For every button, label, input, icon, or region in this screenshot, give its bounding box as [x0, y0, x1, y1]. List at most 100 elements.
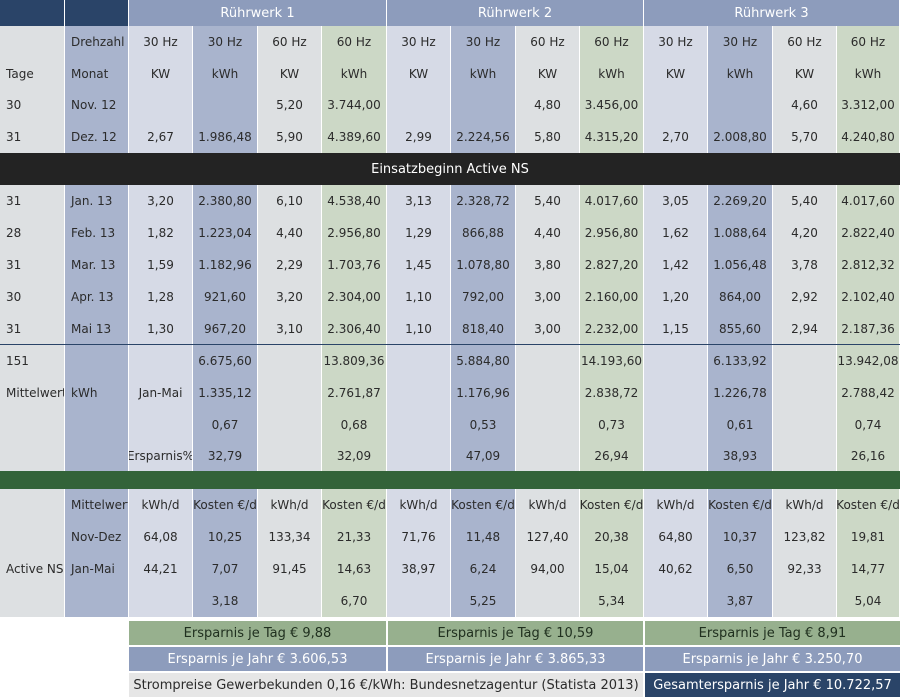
table-row: Tage Monat KW kWh KW kWh KW kWh KW kWh KW kWh KW kWh: [0, 58, 900, 90]
table-cell: 5,34: [580, 585, 643, 617]
savings-per-day-1: Ersparnis je Tag € 9,88: [129, 621, 386, 645]
table-cell: 5,70: [773, 121, 836, 153]
table-cell: 31: [0, 313, 64, 345]
table-cell: 3,05: [644, 185, 707, 217]
table-cell: 5,04: [837, 585, 899, 617]
table-cell: 4.315,20: [580, 121, 643, 153]
table-cell: Drehzahl: [65, 26, 128, 58]
table-cell: 6,10: [258, 185, 321, 217]
table-cell: 1,42: [644, 249, 707, 281]
table-cell: 30: [0, 281, 64, 313]
table-cell: 10,25: [193, 521, 257, 553]
table-cell: 94,00: [516, 553, 579, 585]
table-cell: 1.335,12: [193, 377, 257, 409]
table-cell: kWh: [837, 58, 899, 90]
table-cell: 2.160,00: [580, 281, 643, 313]
table-row: 31 Mar. 13 1,59 1.182,96 2,29 1.703,76 1,45 1.0…: [0, 249, 900, 281]
table-cell: 60 Hz: [516, 26, 579, 58]
table-cell: 1.078,80: [451, 249, 515, 281]
table-cell: [644, 440, 707, 472]
table-cell: kWh: [193, 58, 257, 90]
table-row: 151 6.675,60 13.809,36 5.884,80 14.193,60 6.1…: [0, 345, 900, 377]
table-cell: [65, 409, 128, 441]
table-cell: 4,40: [516, 217, 579, 249]
table-cell: 6.675,60: [193, 345, 257, 377]
table-cell: 4.538,40: [322, 185, 386, 217]
table-cell: 133,34: [258, 521, 321, 553]
table-cell: [0, 521, 64, 553]
table-cell: 2.304,00: [322, 281, 386, 313]
table-cell: 2.956,80: [580, 217, 643, 249]
table-cell: 2.812,32: [837, 249, 899, 281]
table-cell: 5,40: [773, 185, 836, 217]
table-cell: 1.986,48: [193, 121, 257, 153]
table-cell: [65, 440, 128, 472]
table-cell: Tage: [0, 58, 64, 90]
table-cell: 2,67: [129, 121, 192, 153]
table-cell: [258, 377, 321, 409]
table-cell: Feb. 13: [65, 217, 128, 249]
table-cell: 2.822,40: [837, 217, 899, 249]
table-row: 28 Feb. 13 1,82 1.223,04 4,40 2.956,80 1,29 866…: [0, 217, 900, 249]
table-cell: [387, 585, 450, 617]
table-cell: Active NS: [0, 553, 64, 585]
table-cell: 64,08: [129, 521, 192, 553]
table-cell: Kosten €/d: [322, 489, 386, 521]
table-cell: 818,40: [451, 313, 515, 345]
table-cell: 2,92: [773, 281, 836, 313]
table-row: Ersparnis% 32,79 32,09 47,09 26,94 38,93 26,16: [0, 440, 900, 472]
table-cell: Ersparnis%: [129, 440, 192, 472]
table-cell: 2.827,20: [580, 249, 643, 281]
table-cell: 47,09: [451, 440, 515, 472]
table-cell: 1,45: [387, 249, 450, 281]
table-cell: 864,00: [708, 281, 772, 313]
table-cell: 31: [0, 185, 64, 217]
table-cell: Dez. 12: [65, 121, 128, 153]
table-cell: 1,10: [387, 281, 450, 313]
table-cell: 3,80: [516, 249, 579, 281]
table-cell: KW: [129, 58, 192, 90]
table-cell: 1.176,96: [451, 377, 515, 409]
table-cell: kWh/d: [644, 489, 707, 521]
table-cell: 1,82: [129, 217, 192, 249]
table-cell: Mittelwert: [0, 377, 64, 409]
table-cell: 13.942,08: [837, 345, 899, 377]
table-row: Mittelwert kWh Jan-Mai 1.335,12 2.761,87 1.17…: [0, 377, 900, 409]
table-cell: 4.017,60: [837, 185, 899, 217]
table-cell: 3.312,00: [837, 89, 899, 121]
table-cell: [129, 89, 192, 121]
table-cell: 92,33: [773, 553, 836, 585]
table-cell: 64,80: [644, 521, 707, 553]
table-cell: Mar. 13: [65, 249, 128, 281]
table-cell: 1,62: [644, 217, 707, 249]
table-cell: 866,88: [451, 217, 515, 249]
band-einsatzbeginn: Einsatzbeginn Active NS: [0, 153, 900, 185]
table-cell: 3.456,00: [580, 89, 643, 121]
table-cell: [65, 585, 128, 617]
table-cell: 2.380,80: [193, 185, 257, 217]
table-cell: 15,04: [580, 553, 643, 585]
table-row: Mittelwert kWh/d Kosten €/d kWh/d Kosten €/d…: [0, 489, 900, 521]
table-cell: [644, 585, 707, 617]
table-cell: 30 Hz: [451, 26, 515, 58]
header-corner-cell: [65, 0, 128, 26]
table-cell: [516, 377, 579, 409]
table-cell: 2.788,42: [837, 377, 899, 409]
table-cell: 30 Hz: [708, 26, 772, 58]
table-row: 31 Mai 13 1,30 967,20 3,10 2.306,40 1,10 818,40…: [0, 313, 900, 345]
table-cell: KW: [387, 58, 450, 90]
table-cell: 5,90: [258, 121, 321, 153]
table-cell: 91,45: [258, 553, 321, 585]
table-cell: 26,16: [837, 440, 899, 472]
table-cell: 0,61: [708, 409, 772, 441]
table-cell: 38,93: [708, 440, 772, 472]
table-cell: 0,68: [322, 409, 386, 441]
table-cell: 2.328,72: [451, 185, 515, 217]
savings-per-day-3: Ersparnis je Tag € 8,91: [645, 621, 900, 645]
table-cell: [193, 89, 257, 121]
table-cell: 2.838,72: [580, 377, 643, 409]
table-cell: [644, 89, 707, 121]
table-cell: kWh/d: [258, 489, 321, 521]
table-cell: [387, 440, 450, 472]
table-cell: 30 Hz: [193, 26, 257, 58]
